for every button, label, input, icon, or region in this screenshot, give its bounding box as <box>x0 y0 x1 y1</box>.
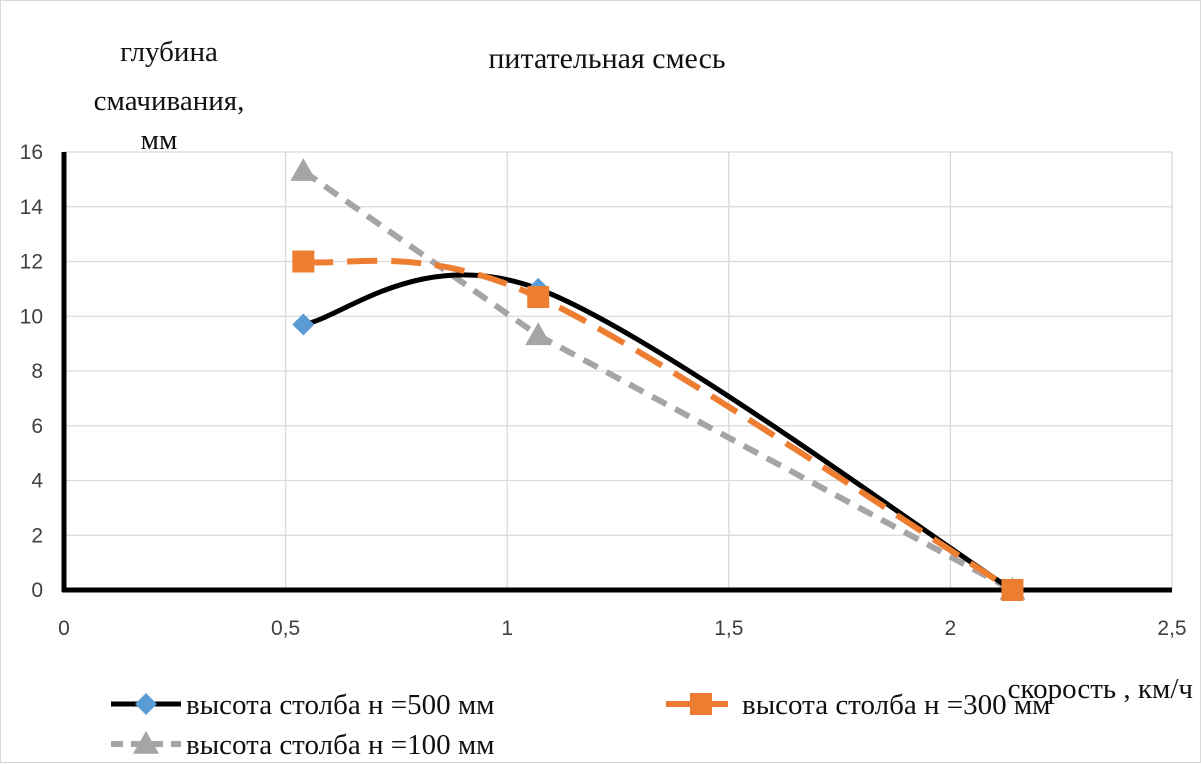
x-tick-label: 1,5 <box>714 617 743 640</box>
y-tick-label: 6 <box>31 415 43 438</box>
legend-marker-100mm <box>133 731 159 754</box>
legend-item-300mm: высота столба н =300 мм <box>666 689 1051 721</box>
y-axis-title: глубина смачивания, мм <box>94 36 245 156</box>
legend-item-100mm: высота столба н =100 мм <box>111 729 495 761</box>
y-tick-label: 16 <box>20 141 43 164</box>
y-axis-title-line-2: смачивания, <box>94 85 245 117</box>
series-line-500mm <box>302 272 1014 593</box>
x-tick-label: 0,5 <box>271 617 300 640</box>
axes <box>61 152 1172 593</box>
legend-label-500mm: высота столба н =500 мм <box>186 689 495 721</box>
legend-item-500mm: высота столба н =500 мм <box>111 689 495 721</box>
x-axis-title: скорость , км/ч <box>1008 673 1193 705</box>
series-line-300mm <box>302 257 1015 593</box>
y-axis-title-line-3: мм <box>141 124 178 156</box>
y-tick-label: 12 <box>20 251 43 274</box>
series-lines <box>301 168 1015 593</box>
y-tick-label: 2 <box>31 524 43 547</box>
grid-lines <box>64 151 1173 590</box>
x-tick-label: 0 <box>58 617 70 640</box>
data-point-100mm <box>525 322 552 346</box>
legend-marker-500mm <box>135 693 157 715</box>
tick-labels: 0 2 4 6 8 10 12 14 16 0 0,5 1 1,5 2 2,5 <box>20 141 1187 640</box>
legend: высота столба н =500 мм высота столба н … <box>111 689 1051 761</box>
y-tick-label: 14 <box>20 196 44 219</box>
data-point-300mm <box>1001 579 1024 601</box>
x-tick-label: 1 <box>501 617 513 640</box>
legend-marker-300mm <box>690 693 712 715</box>
legend-label-300mm: высота столба н =300 мм <box>742 689 1051 721</box>
x-tick-label: 2 <box>945 617 957 640</box>
series-markers <box>290 158 1026 601</box>
y-tick-label: 10 <box>20 305 43 328</box>
chart-title: питательная смесь <box>488 42 725 75</box>
y-axis-title-line-1: глубина <box>120 36 218 68</box>
y-tick-label: 8 <box>31 360 43 383</box>
data-point-100mm <box>290 158 317 181</box>
data-point-300mm <box>292 250 315 273</box>
data-point-300mm <box>527 286 550 309</box>
legend-label-100mm: высота столба н =100 мм <box>186 729 495 761</box>
series-line-100mm <box>301 168 1014 593</box>
data-point-500mm <box>292 313 315 336</box>
y-tick-label: 0 <box>31 579 43 602</box>
x-tick-label: 2,5 <box>1157 617 1186 640</box>
y-tick-label: 4 <box>31 470 43 493</box>
